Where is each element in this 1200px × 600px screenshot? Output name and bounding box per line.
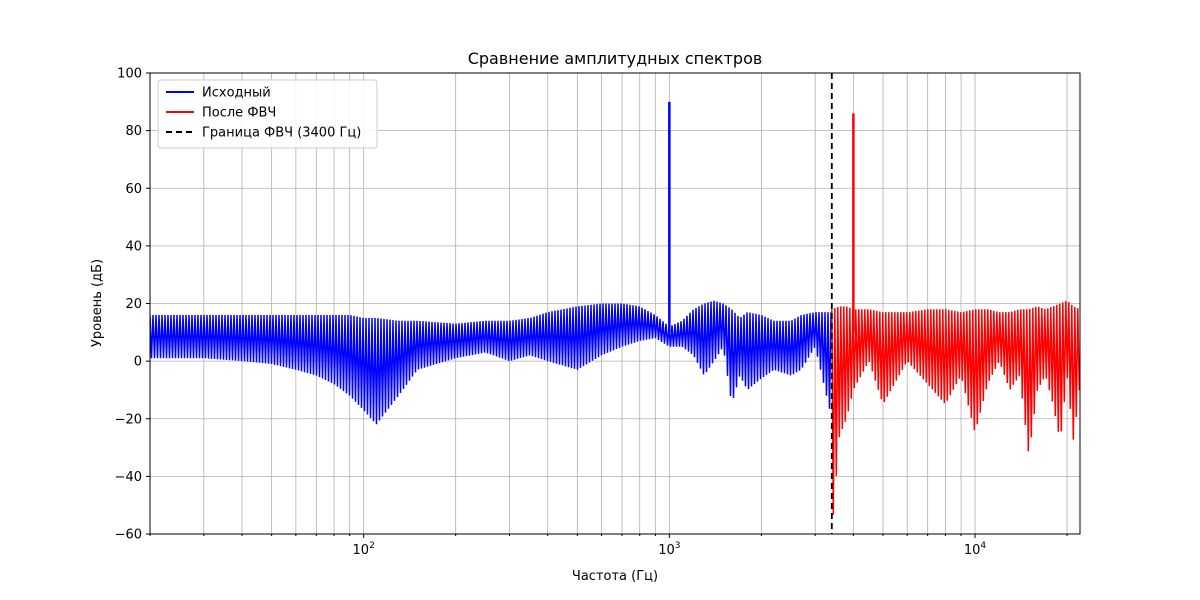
- x-tick-label: 102: [353, 541, 375, 558]
- y-tick-label: 80: [125, 124, 142, 139]
- legend-label: Исходный: [202, 86, 271, 101]
- legend-label: Граница ФВЧ (3400 Гц): [202, 126, 361, 141]
- legend: Исходный После ФВЧ Граница ФВЧ (3400 Гц): [157, 79, 378, 149]
- y-tick-label: −60: [115, 528, 142, 543]
- y-tick-label: 100: [117, 67, 142, 82]
- y-tick-label: −20: [115, 412, 142, 427]
- x-tick-label: 104: [964, 541, 987, 558]
- legend-box: [157, 79, 378, 149]
- series-layer: [150, 73, 1080, 534]
- y-tick-label: 60: [125, 182, 142, 197]
- chart-title: Сравнение амплитудных спектров: [468, 49, 763, 68]
- series-line-1: [831, 301, 1080, 515]
- x-tick-label: 103: [658, 541, 680, 558]
- y-tick-label: −40: [115, 470, 142, 485]
- legend-label: После ФВЧ: [202, 106, 276, 121]
- ticks: −60 −40 −20 0 20 40 60 80 100 102 103 104: [115, 67, 1068, 558]
- y-tick-label: 0: [134, 355, 142, 370]
- x-axis-label: Частота (Гц): [572, 569, 658, 584]
- y-tick-label: 20: [125, 297, 142, 312]
- y-axis-label: Уровень (дБ): [90, 259, 105, 347]
- series-line-0: [150, 300, 832, 425]
- y-tick-label: 40: [125, 239, 142, 254]
